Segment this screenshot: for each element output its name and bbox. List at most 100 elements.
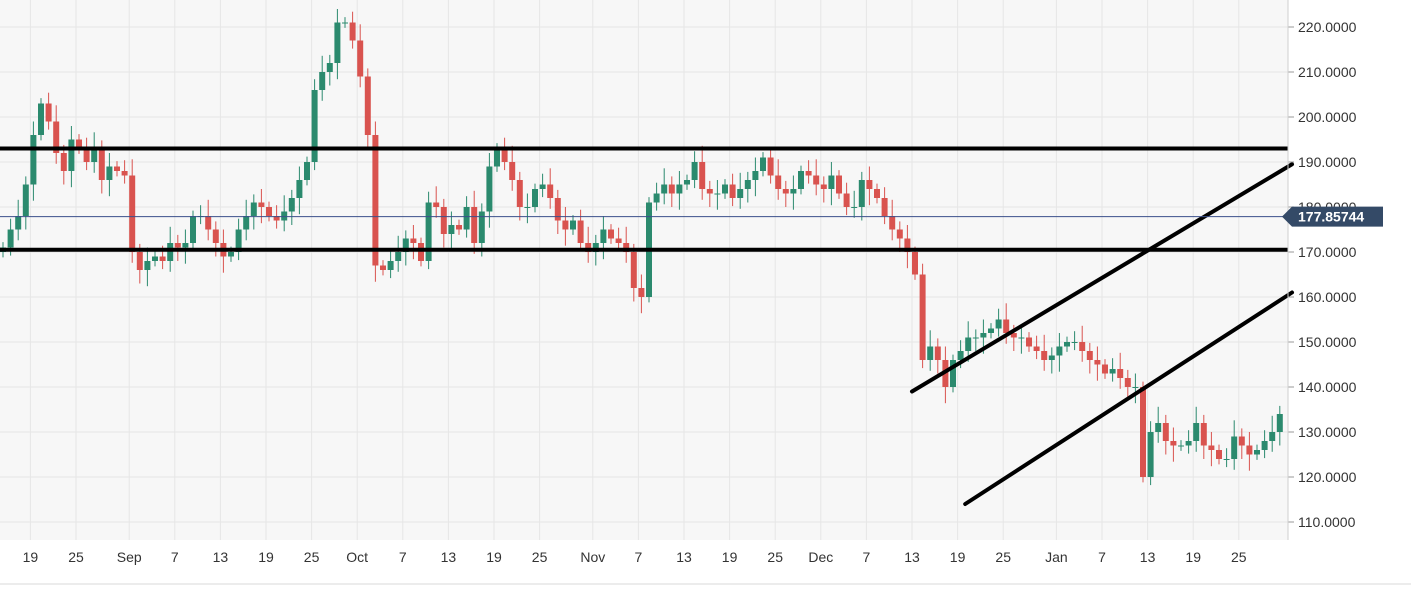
candle-body [516,180,523,207]
candle-body [1178,445,1184,447]
candle-body [934,346,941,360]
candle-body [1185,441,1192,446]
candle-body [608,229,614,239]
annotations [0,146,1294,506]
candle-body [1223,459,1230,460]
candle-body [205,216,212,230]
candle-body [494,148,500,167]
candle-body [440,207,447,234]
candle-body [752,171,759,180]
candle-body [121,171,128,176]
candle-body [957,351,964,360]
candle-body [273,216,280,221]
candle-body [296,180,303,198]
candle-body [988,328,994,333]
candle-body [456,225,462,230]
candle-body [167,243,174,261]
candle-body [1033,346,1040,351]
candle-body [235,229,242,252]
candle-body [1117,369,1124,378]
candle-body [1170,441,1177,446]
candle-body [714,193,721,195]
x-tick-label: 13 [904,549,920,565]
candle-body [342,22,348,24]
candle-body [1086,351,1093,360]
x-tick-label: 13 [441,549,457,565]
candle-body [509,162,516,180]
current-price-label-bg [1282,206,1383,227]
candle-body [775,175,782,189]
candle-body [782,189,789,194]
candle-body [524,207,531,208]
candle-body [532,189,538,207]
candle-body [212,229,219,243]
candle-body [919,274,926,360]
candle-body [684,180,690,185]
candle-body [174,243,181,248]
candle-body [311,90,318,162]
x-tick-label: 25 [1231,549,1247,565]
candle-body [281,211,288,221]
candle-body [1155,423,1162,432]
candle-body [395,252,402,261]
candle-body [965,337,972,351]
candle-body [106,166,113,180]
candle-body [699,162,706,189]
candle-body [182,243,189,248]
x-tick-label: Jan [1045,549,1068,565]
y-tick-label: 220.0000 [1298,19,1357,35]
candle-body [1041,351,1048,360]
candle-body [1216,450,1222,459]
candle-body [1026,337,1032,347]
candle-body [896,229,903,239]
candle-body [798,171,804,189]
candle-body [501,148,508,162]
candle-body [874,189,880,198]
candle-body [1140,387,1146,477]
y-tick-label: 190.0000 [1298,154,1357,170]
candle-body [1010,333,1017,338]
candle-body [828,175,835,189]
x-tick-label: 25 [68,549,84,565]
candle-body [83,148,90,162]
candle-body [722,184,728,194]
candle-body [136,252,143,270]
x-tick-label: 13 [676,549,692,565]
candle-body [144,261,151,270]
candle-body [1124,378,1131,387]
x-tick-label: 25 [532,549,548,565]
candle-body [1094,360,1101,365]
candle-body [744,180,751,189]
candle-body [661,184,668,194]
grid-lines [0,0,1288,540]
candle-body [22,184,29,216]
candle-body [585,243,592,252]
candle-body [1102,364,1108,374]
candle-body [372,135,379,266]
candle-body [364,76,371,135]
candle-body [98,148,105,180]
candle-body [410,238,417,243]
candle-body [790,189,797,194]
candle-body [68,139,75,171]
candle-body [653,193,660,203]
candle-body [1162,423,1169,441]
candle-body [486,166,493,212]
candle-body [577,220,584,243]
candle-body [471,207,478,243]
candle-body [615,238,622,243]
y-tick-label: 170.0000 [1298,244,1357,260]
candle-body [402,238,409,252]
y-tick-label: 120.0000 [1298,469,1357,485]
candle-body [448,225,455,234]
candle-body [1193,423,1200,441]
y-tick-label: 140.0000 [1298,379,1357,395]
candle-body [638,288,645,297]
candle-body [668,184,675,194]
candle-body [1018,337,1025,339]
x-tick-label: 19 [23,549,39,565]
candle-body [836,175,842,194]
candle-body [304,162,310,180]
